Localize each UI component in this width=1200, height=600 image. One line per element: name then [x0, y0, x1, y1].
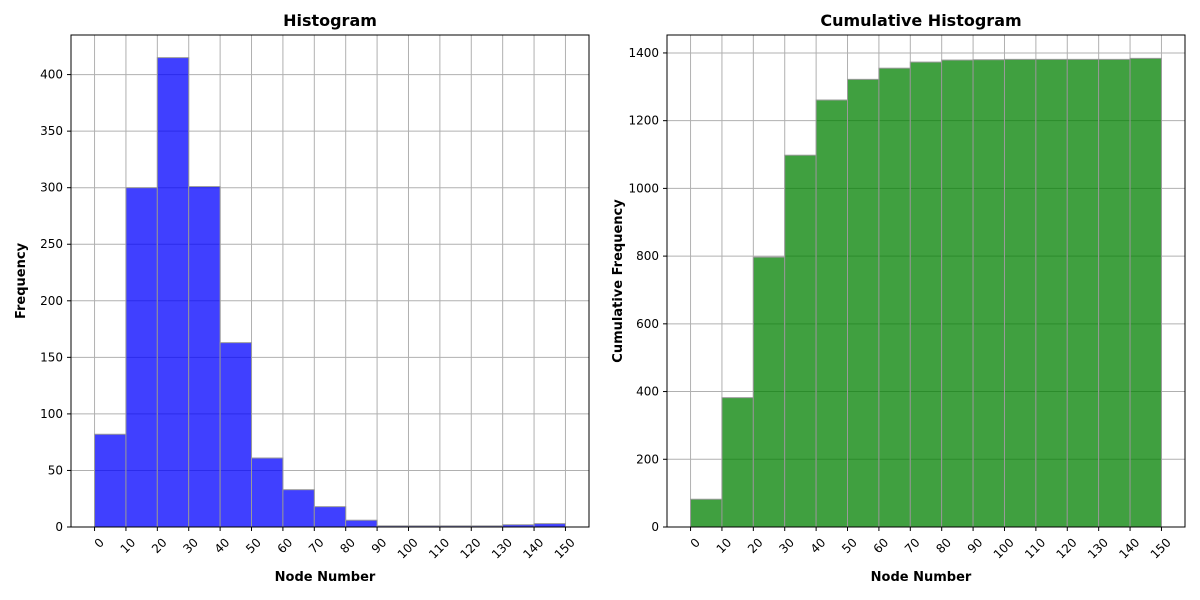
x-tick-label: 90	[369, 535, 390, 556]
y-tick-label: 1000	[628, 181, 659, 195]
histogram-bar	[188, 186, 221, 528]
x-tick-label: 50	[243, 535, 264, 556]
histogram-bar	[156, 57, 190, 528]
x-tick-label: 100	[395, 535, 421, 561]
histogram-bar	[1035, 58, 1068, 528]
x-tick-label: 130	[1085, 535, 1111, 561]
y-tick-label: 800	[636, 249, 659, 263]
x-tick-label: 120	[1054, 535, 1080, 561]
x-tick-label: 40	[808, 535, 829, 556]
chart-title: Histogram	[283, 11, 377, 30]
y-tick-label: 1200	[628, 114, 659, 128]
histogram-bar	[721, 397, 754, 528]
histogram-bar	[1098, 58, 1131, 528]
y-tick-label: 250	[40, 237, 63, 251]
x-tick-label: 130	[489, 535, 515, 561]
x-tick-label: 40	[212, 535, 233, 556]
y-tick-label: 50	[48, 463, 63, 477]
x-tick-label: 60	[871, 535, 892, 556]
histogram-bar	[533, 523, 566, 528]
histogram-bar	[313, 506, 347, 528]
histogram-bar	[1066, 58, 1100, 528]
histogram-bar	[1003, 58, 1037, 528]
plot-frame	[70, 34, 590, 528]
y-tick-label: 400	[636, 385, 659, 399]
y-tick-label: 200	[636, 452, 659, 466]
x-axis-label: Node Number	[275, 570, 376, 585]
x-axis-label: Node Number	[871, 570, 972, 585]
histogram-bar	[690, 498, 723, 528]
y-tick-label: 400	[40, 68, 63, 82]
x-tick-label: 70	[306, 535, 327, 556]
histogram-bar	[345, 519, 378, 528]
x-tick-label: 80	[933, 535, 954, 556]
y-tick-label: 600	[636, 317, 659, 331]
bars	[690, 57, 1162, 528]
histogram-bar	[941, 59, 974, 528]
x-tick-label: 60	[275, 535, 296, 556]
histogram-chart: 0 10 20 30 40 50 60 70 80 90 100 110 120 130 140 150050…	[14, 11, 590, 585]
bars	[94, 57, 566, 528]
x-tick-label: 10	[714, 535, 735, 556]
histogram-bar	[909, 61, 943, 528]
x-tick-label: 110	[1022, 535, 1048, 561]
x-tick-label: 10	[118, 535, 139, 556]
y-tick-label: 200	[40, 294, 63, 308]
y-axis-label: Cumulative Frequency	[611, 199, 626, 363]
y-tick-label: 0	[55, 520, 63, 534]
y-axis-label: Frequency	[14, 242, 29, 319]
y-tick-label: 1400	[628, 46, 659, 60]
y-tick-label: 350	[40, 124, 63, 138]
histogram-bar	[282, 489, 315, 528]
histogram-bar	[784, 154, 817, 528]
x-tick-label: 110	[426, 535, 452, 561]
histogram-bar	[752, 256, 786, 528]
chart-title: Cumulative Histogram	[820, 11, 1021, 30]
x-tick-label: 30	[180, 535, 201, 556]
x-tick-label: 0	[688, 535, 703, 550]
x-tick-label: 30	[776, 535, 797, 556]
histogram-bar	[251, 457, 284, 528]
histogram-bar	[847, 78, 880, 528]
plot-frame	[666, 34, 1186, 528]
histogram-bar	[219, 342, 253, 528]
x-tick-label: 50	[839, 535, 860, 556]
x-tick-label: 20	[149, 535, 170, 556]
y-tick-label: 0	[651, 520, 659, 534]
cumulative-histogram-chart: 0 10 20 30 40 50 60 70 80 90 100 110 120 130 140 150 0 20…	[611, 11, 1186, 585]
histogram-bar	[1129, 57, 1162, 528]
x-tick-label: 70	[902, 535, 923, 556]
x-tick-label: 150	[1148, 535, 1174, 561]
x-tick-label: 100	[991, 535, 1017, 561]
x-tick-label: 140	[520, 535, 546, 561]
x-tick-label: 120	[458, 535, 484, 561]
x-tick-label: 90	[965, 535, 986, 556]
y-tick-label: 150	[40, 350, 63, 364]
x-tick-label: 20	[745, 535, 766, 556]
grid	[71, 35, 589, 528]
x-tick-label: 150	[552, 535, 578, 561]
x-tick-label: 0	[92, 535, 107, 550]
y-tick-label: 300	[40, 181, 63, 195]
histogram-bar	[878, 67, 911, 528]
histogram-bar	[815, 99, 849, 528]
histogram-bar	[125, 187, 158, 528]
x-tick-label: 80	[337, 535, 358, 556]
histogram-bar	[94, 433, 127, 528]
y-tick-label: 100	[40, 407, 63, 421]
histogram-bar	[972, 59, 1005, 528]
x-tick-label: 140	[1116, 535, 1142, 561]
